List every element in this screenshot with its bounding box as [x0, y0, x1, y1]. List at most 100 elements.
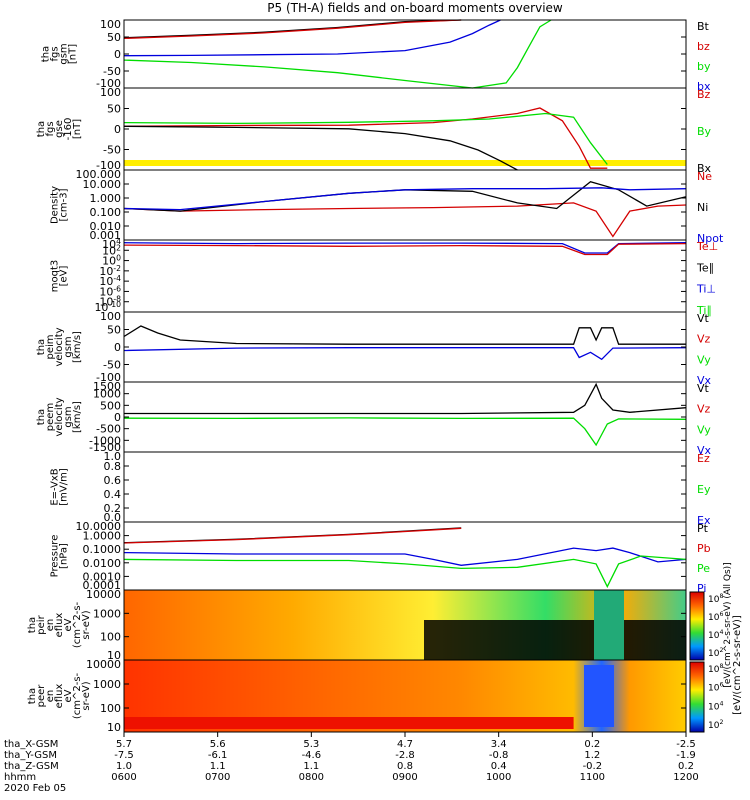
y-tick-label: -50	[103, 65, 121, 78]
y-axis-label: [km/s]	[72, 331, 83, 363]
y-axis-label: velocity	[54, 397, 65, 436]
y-tick-label: 0	[114, 411, 121, 424]
y-axis-label: moqt3	[50, 260, 61, 293]
colorbar-tick-label: 104	[708, 700, 723, 712]
legend-pe: Pe	[697, 562, 710, 575]
y-axis-label: tha	[36, 339, 47, 355]
y-tick-label: 10	[107, 649, 121, 662]
x-axis-value: -6.1	[208, 750, 228, 761]
y-tick-label: 100	[100, 310, 121, 323]
y-axis-label: tha	[27, 617, 38, 633]
x-axis-value: 0600	[111, 772, 136, 783]
y-axis-label: eV	[63, 689, 74, 702]
y-axis-label: eflux	[54, 684, 65, 709]
colorbar-tick-label: 102	[708, 647, 723, 659]
y-tick-label: 0.100	[90, 206, 122, 219]
y-tick-label: 1.0000	[83, 530, 122, 543]
y-axis-label: Density	[50, 186, 61, 224]
y-axis-label: tha	[27, 688, 38, 704]
y-tick-label: 10000	[86, 588, 121, 601]
y-tick-label: 1000	[93, 388, 121, 401]
legend-pi: Pi	[697, 582, 706, 595]
y-tick-label: 10.0000	[76, 520, 122, 533]
y-axis-label: gsm	[63, 336, 74, 357]
legend-bz: bz	[697, 40, 710, 53]
x-axis-value: 1.0	[116, 761, 132, 772]
y-tick-label: 1000	[93, 607, 121, 620]
y-axis-label: [km/s]	[72, 401, 83, 433]
y-axis-label: -160	[63, 118, 74, 141]
figure-title: P5 (TH-A) fields and on-board moments ov…	[267, 1, 563, 15]
y-tick-label: -100	[96, 77, 121, 90]
x-axis-value: -1.9	[676, 750, 696, 761]
x-axis-value: 0.2	[584, 739, 600, 750]
y-axis-label: (cm^2-s-	[72, 672, 83, 719]
y-tick-label: -1500	[89, 441, 121, 454]
legend-te: Te∥	[696, 261, 714, 274]
x-axis-value: 0700	[205, 772, 230, 783]
series-bz-line	[123, 19, 462, 40]
y-axis-label: eflux	[54, 613, 65, 638]
legend-ex: Ex	[697, 514, 711, 527]
series-pe-line	[123, 555, 687, 589]
y-axis-label: (cm^2-s-	[72, 601, 83, 648]
panel-frame	[123, 311, 687, 383]
x-axis-value: 1.2	[584, 750, 600, 761]
x-axis-value: -2.8	[395, 750, 415, 761]
y-tick-label: 0.0100	[83, 557, 122, 570]
x-axis-value: 3.4	[491, 739, 507, 750]
spectrogram-band	[594, 590, 624, 660]
y-tick-label: 100	[100, 631, 121, 644]
x-axis-value: 1.1	[303, 761, 319, 772]
y-tick-label: 10000	[86, 658, 121, 671]
x-axis-value: 5.6	[210, 739, 226, 750]
legend-ti: Ti⊥	[696, 283, 716, 296]
y-tick-label: 100	[100, 702, 121, 715]
x-axis-value: 0800	[299, 772, 324, 783]
series-pt-line	[123, 527, 462, 544]
series-vt-line	[123, 325, 686, 345]
y-axis-label: tha	[41, 46, 52, 62]
panel-frame	[123, 19, 687, 89]
y-tick-label: 50	[107, 103, 121, 116]
y-tick-label: 500	[100, 399, 121, 412]
y-tick-label: 1.000	[90, 192, 122, 205]
y-axis-label: E=-VxB	[50, 468, 61, 505]
x-axis-value: 0.4	[491, 761, 507, 772]
x-axis-row-label: hhmm	[4, 772, 36, 783]
date-label: 2020 Feb 05	[4, 783, 66, 794]
y-axis-label: gsm	[63, 406, 74, 427]
y-axis-label: Pressure	[50, 535, 61, 578]
y-tick-label: 102	[102, 243, 121, 257]
x-axis-labels: tha_X-GSM 5.7 5.6 5.3 4.7 3.4 0.2 -2.5 tha_Y-GSM…	[4, 732, 699, 794]
legend-bx: Bx	[697, 162, 712, 175]
y-axis-label: [nT]	[68, 44, 79, 64]
y-axis-label: en	[45, 619, 56, 632]
x-axis-value: 5.7	[116, 739, 132, 750]
series-bx-line	[123, 19, 501, 57]
y-tick-label: 0.2	[104, 502, 122, 515]
x-axis-value: 0900	[392, 772, 417, 783]
legend-ti: Ti∥	[696, 304, 712, 317]
legend-vy: Vy	[697, 353, 711, 366]
y-tick-label: 0.0001	[83, 579, 122, 592]
y-tick-label: -50	[103, 144, 121, 157]
panel-9: 10000 1000 100 10 thapeirenefluxeV(cm^2-s-sr…	[27, 588, 687, 662]
x-axis-value: 5.3	[303, 739, 319, 750]
x-axis-value: 0.2	[678, 761, 694, 772]
series-pi-line	[123, 547, 687, 566]
x-axis-value: 1200	[673, 772, 698, 783]
panel-frame	[123, 169, 687, 241]
legend-pb: Pb	[697, 542, 711, 555]
colorbar-tick-label: 108	[708, 663, 723, 675]
legend-vz: Vz	[697, 333, 711, 346]
colorbar-title: [eV/(cm^2-s-sr-eV)]	[732, 615, 743, 715]
x-axis-row-label: tha_Z-GSM	[4, 761, 59, 772]
x-axis-value: -0.8	[489, 750, 509, 761]
colorbar-subtitle: [eV/(cm^2-s-sr-eV) (All Qs)]	[723, 562, 733, 687]
